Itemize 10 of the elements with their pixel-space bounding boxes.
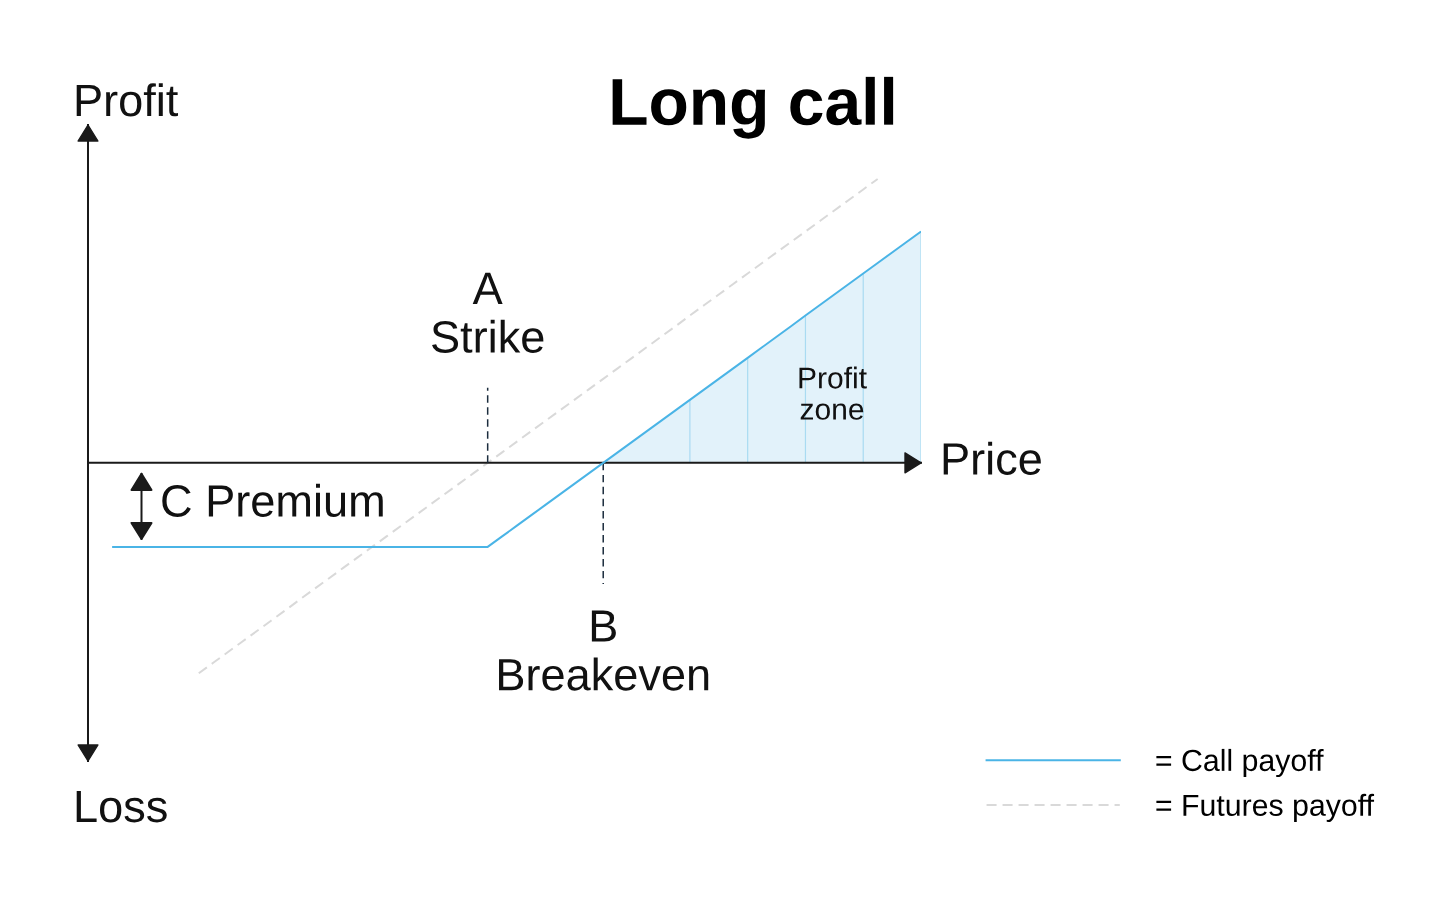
- chart-title: Long call: [612, 76, 894, 139]
- annotation: C Premium: [162, 483, 383, 518]
- y-axis-title: Profit: [76, 83, 179, 117]
- legend-label: = Futures payoff: [1156, 793, 1375, 822]
- x-tick-label: B Breakeven: [499, 610, 709, 691]
- x-axis-title: Price: [943, 441, 1041, 475]
- legend-label: = Call payoff: [1156, 748, 1324, 778]
- text: Loss: [76, 790, 167, 823]
- series-label: Profit zone: [799, 366, 867, 420]
- x-tick-label: A Strike: [432, 272, 544, 353]
